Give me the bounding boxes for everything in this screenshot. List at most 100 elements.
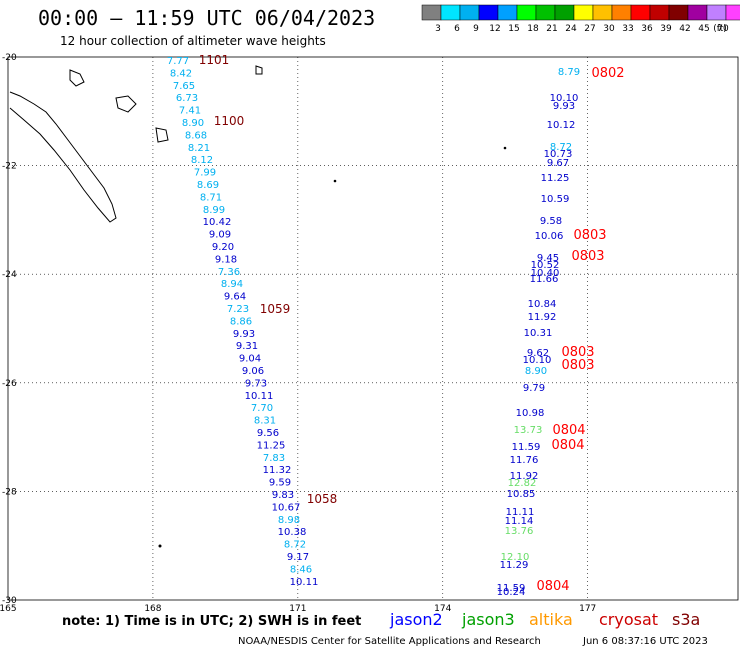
- wave-height-value: 10.11: [245, 391, 274, 402]
- pass-time-label: 0803: [571, 249, 604, 264]
- island-dot: [333, 179, 337, 183]
- x-tick-label: 174: [434, 604, 451, 614]
- legend-label: 30: [603, 24, 615, 34]
- y-tick-label: -20: [2, 53, 17, 63]
- wave-height-value: 8.90: [182, 118, 204, 129]
- plot-area: 165 168 171 174 177-20-22-24-26-28-307.778.4…: [0, 53, 739, 614]
- satellite-name: altika: [529, 610, 573, 629]
- wave-height-value: 9.17: [287, 552, 309, 563]
- y-tick-label: -28: [2, 487, 17, 497]
- color-legend: 3 6 9 12 15 18 21 24 27 30 33 36 39 42 45 70(ft): [421, 4, 740, 34]
- legend-swatch: [706, 4, 727, 21]
- wave-height-value: 8.90: [525, 366, 547, 377]
- legend-label: 6: [454, 24, 460, 34]
- wave-height-value: 8.99: [203, 205, 225, 216]
- wave-height-value: 9.64: [224, 292, 246, 303]
- wave-height-value: 7.41: [179, 106, 201, 117]
- wave-height-value: 8.68: [185, 130, 207, 141]
- legend-swatch: [592, 4, 613, 21]
- wave-height-value: 9.73: [245, 378, 267, 389]
- footer-credit: NOAA/NESDIS Center for Satellite Applica…: [238, 636, 541, 647]
- wave-height-value: 10.73: [544, 149, 573, 160]
- pass-time-label: 0804: [536, 579, 569, 594]
- legend-label: 33: [622, 24, 633, 34]
- legend-label: 15: [508, 24, 519, 34]
- wave-height-value: 11.92: [510, 471, 539, 482]
- x-tick-label: 165: [0, 604, 17, 614]
- y-tick-label: -22: [2, 162, 17, 172]
- legend-swatch: [440, 4, 461, 21]
- legend-swatch: [478, 4, 499, 21]
- wave-height-value: 9.56: [257, 428, 279, 439]
- wave-height-value: 10.84: [528, 299, 557, 310]
- pass-time-label: 1100: [214, 114, 245, 128]
- legend-swatch: [497, 4, 518, 21]
- wave-height-value: 9.09: [209, 230, 231, 241]
- wave-height-value: 8.21: [188, 143, 210, 154]
- wave-height-value: 9.93: [553, 101, 575, 112]
- pass-time-label: 0804: [551, 438, 584, 453]
- x-tick-label: 168: [144, 604, 161, 614]
- wave-height-value: 8.69: [197, 180, 219, 191]
- satellite-legend: jason2 jason3 altika cryosat s3a: [389, 610, 700, 629]
- wave-height-value: 8.42: [170, 68, 192, 79]
- legend-swatch: [687, 4, 708, 21]
- wave-height-value: 8.72: [550, 142, 572, 153]
- wave-height-value: 9.79: [523, 383, 545, 394]
- legend-swatch: [573, 4, 594, 21]
- wave-height-value: 10.85: [507, 489, 536, 500]
- pass-time-label: 0803: [573, 228, 606, 243]
- legend-label: 12: [489, 24, 500, 34]
- wave-height-value: 7.99: [194, 168, 216, 179]
- legend-label: 27: [584, 24, 595, 34]
- wave-height-value: 10.67: [272, 502, 301, 513]
- pass-time-label: 0803: [561, 345, 594, 360]
- wave-height-value: 10.38: [278, 527, 307, 538]
- wave-height-value: 11.14: [505, 516, 534, 527]
- legend-swatch: [611, 4, 632, 21]
- legend-swatch: [421, 4, 442, 21]
- coastline: [9, 91, 117, 223]
- wave-height-value: 13.76: [505, 526, 534, 537]
- legend-label: 42: [679, 24, 690, 34]
- wave-height-value: 7.77: [167, 56, 189, 67]
- wave-height-value: 11.11: [506, 507, 535, 518]
- y-tick-label: -30: [2, 596, 17, 606]
- legend-label: 39: [660, 24, 672, 34]
- wave-height-value: 9.93: [233, 329, 255, 340]
- legend-unit: (ft): [713, 24, 727, 34]
- wave-height-value: 10.31: [524, 328, 553, 339]
- legend-swatch: [649, 4, 670, 21]
- pass-time-label: 0802: [591, 66, 624, 81]
- wave-height-value: 9.59: [269, 478, 291, 489]
- island-dot: [158, 544, 162, 548]
- wave-height-value: 10.42: [203, 217, 232, 228]
- wave-height-value: 13.73: [514, 425, 543, 436]
- wave-height-value: 8.94: [221, 279, 243, 290]
- legend-label: 21: [546, 24, 557, 34]
- wave-height-value: 9.83: [272, 490, 294, 501]
- wave-height-value: 7.36: [218, 267, 240, 278]
- legend-label: 9: [473, 24, 479, 34]
- wave-height-value: 8.86: [230, 316, 252, 327]
- y-tick-label: -26: [2, 379, 17, 389]
- legend-label: 18: [527, 24, 539, 34]
- legend-label: 45: [698, 24, 709, 34]
- chart-subtitle: 12 hour collection of altimeter wave hei…: [60, 34, 326, 48]
- wave-height-value: 11.25: [541, 173, 570, 184]
- wave-height-value: 10.59: [541, 194, 570, 205]
- footer-timestamp: Jun 6 08:37:16 UTC 2023: [582, 636, 708, 647]
- coastline: [69, 69, 85, 87]
- wave-height-value: 11.66: [530, 274, 559, 285]
- legend-swatch: [630, 4, 651, 21]
- legend-label: 3: [435, 24, 441, 34]
- wave-height-value: 11.25: [257, 440, 286, 451]
- satellite-name: cryosat: [599, 610, 658, 629]
- legend-label: 36: [641, 24, 653, 34]
- wave-height-value: 10.98: [516, 408, 545, 419]
- legend-swatch: [516, 4, 537, 21]
- coastline: [255, 65, 263, 75]
- wave-height-value: 10.52: [531, 260, 560, 271]
- wave-height-value: 7.70: [251, 403, 273, 414]
